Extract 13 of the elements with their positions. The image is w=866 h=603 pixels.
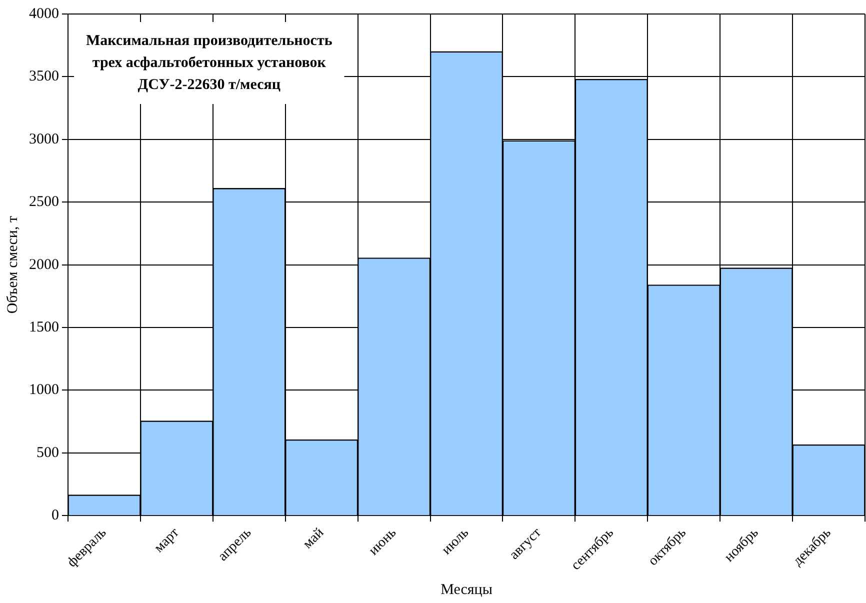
y-tick-label: 3500 [29, 68, 59, 85]
y-tick-label: 1500 [29, 319, 59, 336]
x-axis-title: Месяцы [440, 582, 492, 598]
y-tick-label: 2000 [29, 256, 59, 273]
y-tick-label: 500 [36, 444, 59, 461]
y-tick-label: 1000 [29, 382, 59, 398]
y-tick-label: 4000 [29, 6, 59, 22]
x-tick-label: май [300, 525, 328, 552]
text: Максимальная производительность трех асфальтобетонных установок ДСУ-2-22630 т/месяц [86, 32, 332, 93]
y-tick-label: 2500 [29, 194, 59, 210]
y-axis-title: Объем смеси, т [4, 216, 21, 314]
y-tick-label: 0 [52, 508, 59, 524]
y-tick-label: 3000 [29, 131, 59, 148]
